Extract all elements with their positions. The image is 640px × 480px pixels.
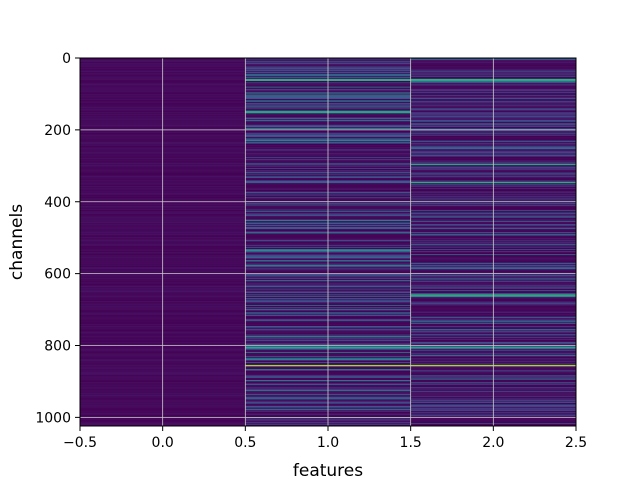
x-tick-label: 2.5 [565,435,587,451]
x-tick-label: 2.0 [482,435,504,451]
x-tick-label: 1.0 [317,435,339,451]
x-tick-label: 0.5 [234,435,256,451]
y-tick-label: 800 [44,339,71,355]
y-tick-label: 600 [44,267,71,283]
x-axis-label: features [293,461,363,480]
y-tick-label: 0 [62,51,71,67]
y-tick-label: 200 [44,123,71,139]
x-axis-ticks: −0.5 0.0 0.5 1.0 1.5 2.0 2.5 [63,426,587,451]
x-tick-label: 0.0 [152,435,174,451]
y-axis-label: channels [7,204,27,280]
x-tick-label: −0.5 [63,435,97,451]
x-tick-label: 1.5 [400,435,422,451]
y-axis-ticks: 0 200 400 600 800 1000 [35,51,80,426]
y-tick-label: 400 [44,195,71,211]
y-tick-label: 1000 [35,410,71,426]
